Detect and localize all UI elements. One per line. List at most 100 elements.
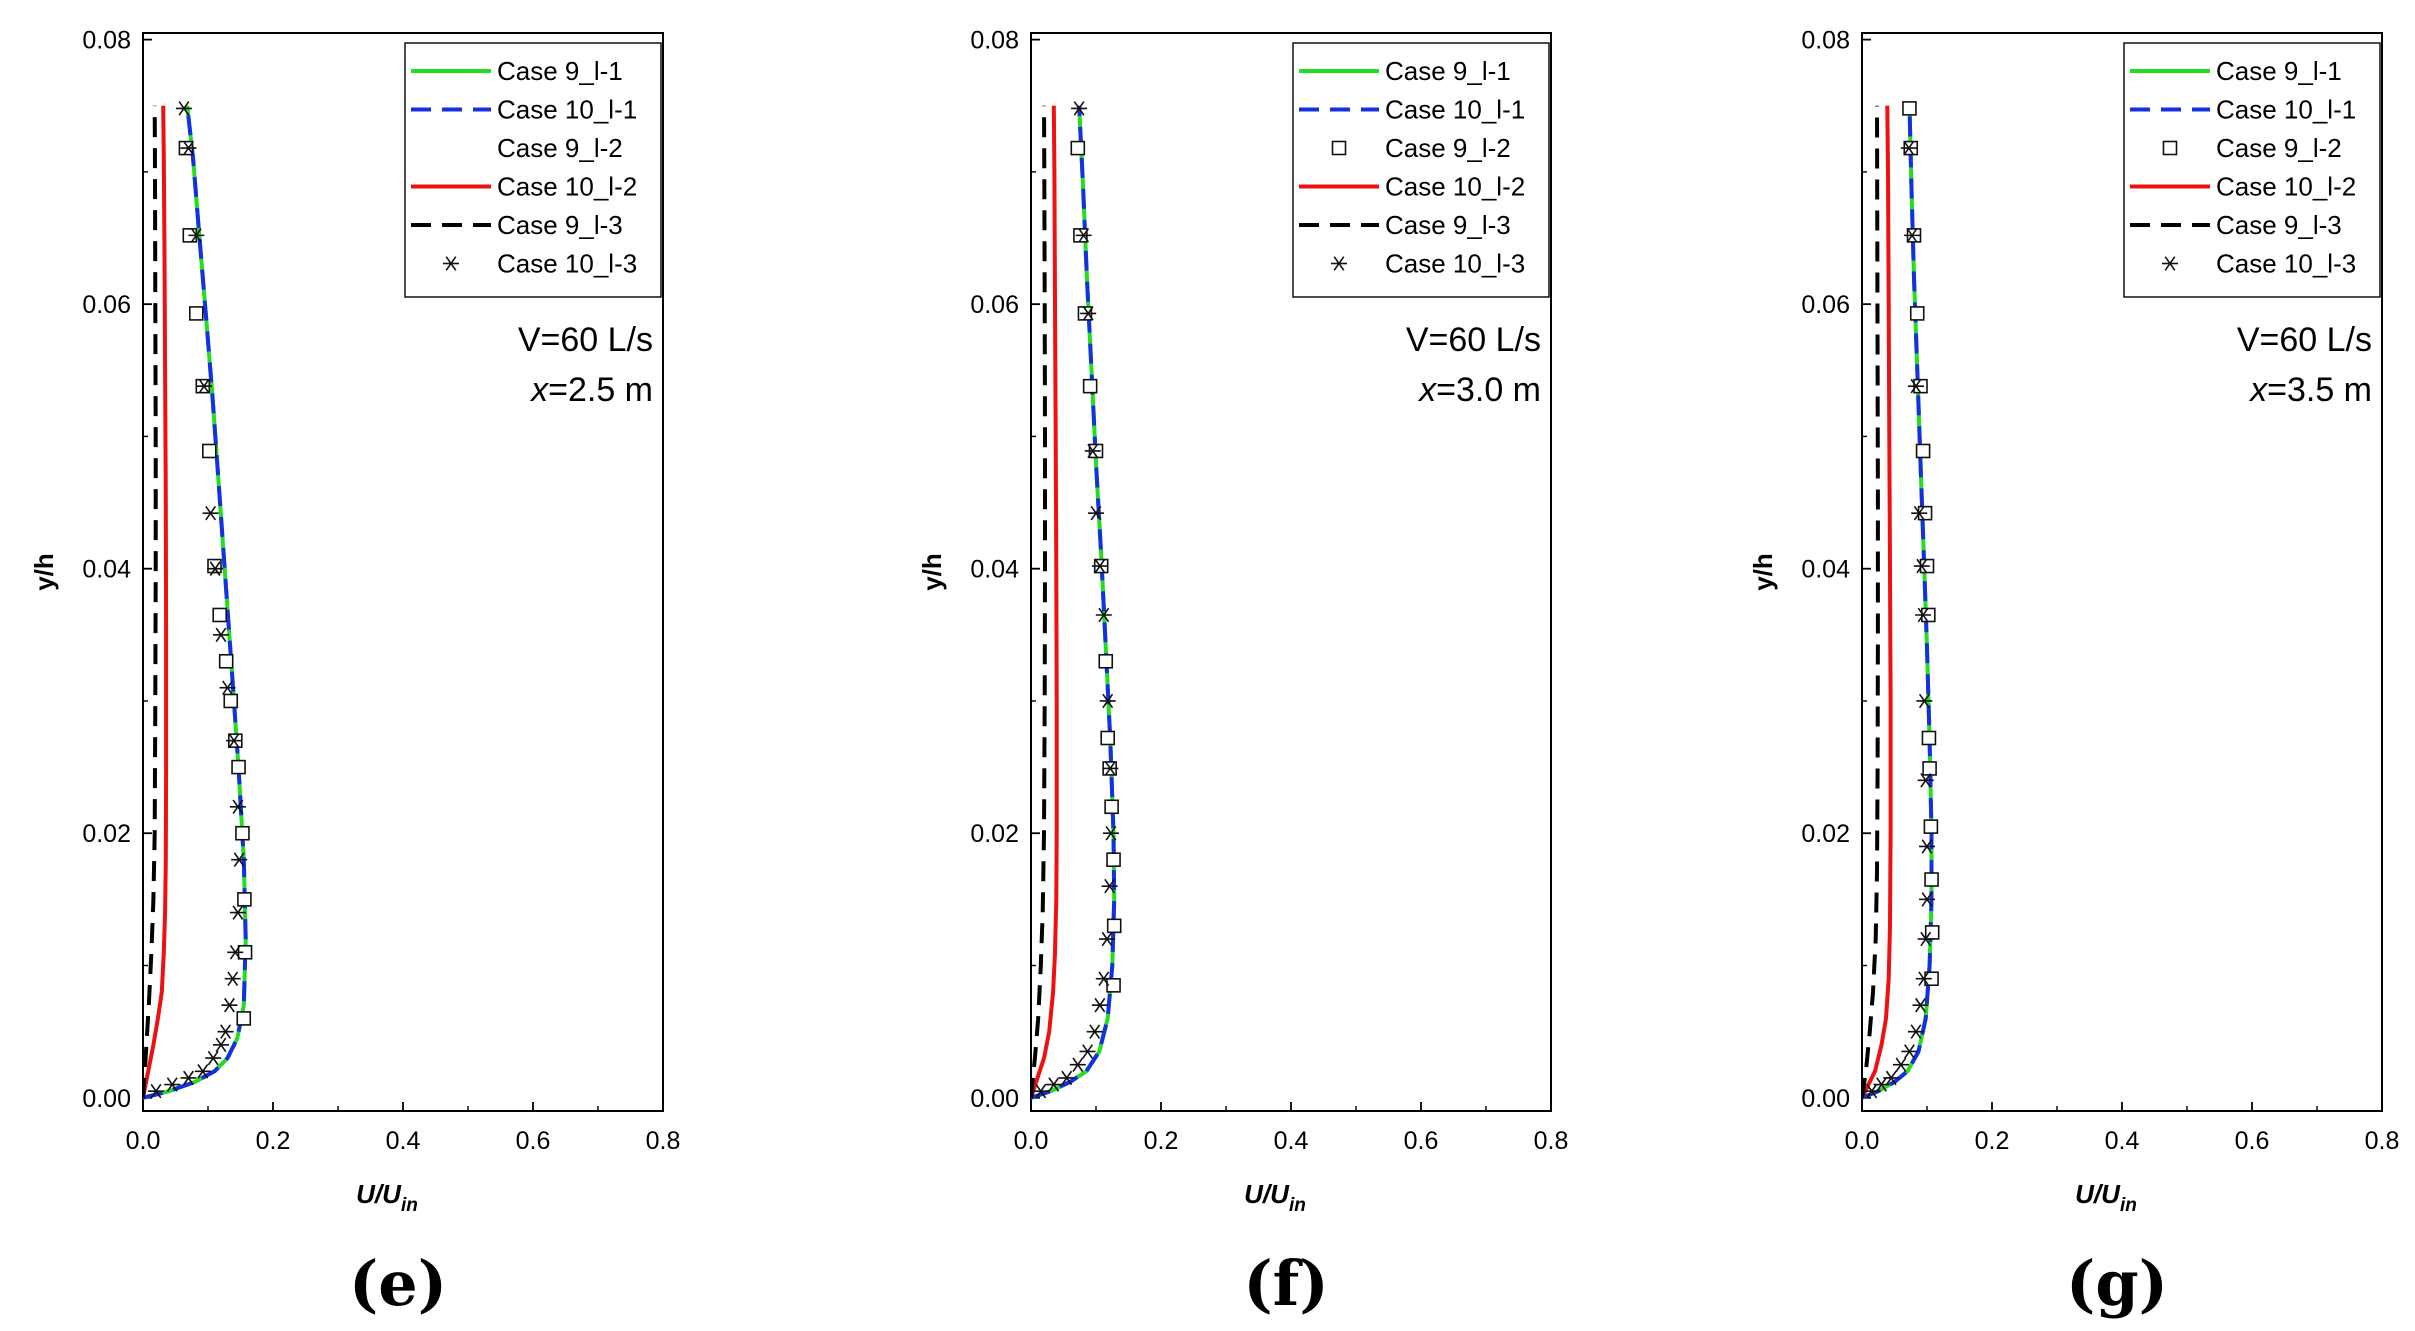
star-stroke xyxy=(198,378,210,394)
data-point-star xyxy=(1032,1083,1049,1099)
data-point-square xyxy=(1923,819,1939,834)
legend-box xyxy=(2123,42,2381,298)
x-tick-label: 0.8 xyxy=(1534,1127,1569,1155)
annotation-flow-rate: V=60 L/s xyxy=(1406,321,1541,359)
star-stroke xyxy=(1915,997,1926,1013)
data-point-star xyxy=(1088,505,1104,521)
star-stroke xyxy=(1048,1077,1060,1092)
data-point-star xyxy=(207,561,224,576)
data-point-star xyxy=(1917,931,1934,947)
star-stroke xyxy=(1101,931,1113,947)
annotation-x-symbol: x xyxy=(2248,371,2268,409)
panel-label: (f) xyxy=(1243,1247,1328,1320)
x-axis-label-sub: in xyxy=(1289,1195,1306,1216)
legend: Case 9_l-1 Case 10_l-1 Case 9_l-2 Case 10_l… xyxy=(1292,42,1550,298)
star-stroke xyxy=(1916,558,1928,574)
data-point-star xyxy=(231,852,248,867)
y-tick-label: 0.08 xyxy=(1801,27,1850,55)
data-point-star xyxy=(1095,607,1112,623)
data-point-star xyxy=(1907,1024,1924,1039)
star-stroke xyxy=(1090,505,1102,521)
star-stroke xyxy=(1078,228,1090,243)
data-point-star xyxy=(1916,693,1933,709)
y-tick-label: 0.00 xyxy=(1801,1085,1850,1113)
legend-entry: Case 10_l-2 xyxy=(411,172,637,202)
y-tick-label: 0.02 xyxy=(82,820,131,848)
data-point-star xyxy=(1917,773,1934,788)
data-point-star xyxy=(1071,101,1088,116)
data-point-star xyxy=(1893,1057,1909,1072)
legend-entry: Case 9_l-1 xyxy=(1299,56,1511,86)
legend-label: Case 10_l-2 xyxy=(2216,172,2356,202)
x-axis-label: U/Uin xyxy=(1244,1179,1306,1216)
legend-entry: Case 10_l-1 xyxy=(411,95,637,125)
x-tick-label: 0.6 xyxy=(1404,1127,1439,1155)
star-stroke xyxy=(1910,378,1922,394)
star-stroke xyxy=(233,852,245,867)
data-point-star xyxy=(202,505,219,521)
star-stroke xyxy=(1910,1024,1922,1039)
star-stroke xyxy=(1072,1057,1084,1072)
series-case-9-l-2-markers xyxy=(178,140,253,1026)
data-point-star xyxy=(1079,1044,1096,1059)
star-stroke xyxy=(1866,1083,1878,1099)
y-tick-label: 0.04 xyxy=(82,556,131,584)
star-stroke xyxy=(1102,693,1114,709)
data-point-square xyxy=(1922,761,1937,776)
data-point-star xyxy=(1091,997,1108,1013)
x-tick-label: 0.6 xyxy=(516,1127,551,1155)
chart-panel-f: 0.0 0.2 0.4 0.6 0.8 0.00 0.02 0.04 0.06 0.08 U/Uin… xyxy=(917,27,1568,1320)
x-tick-label: 0.6 xyxy=(2235,1127,2270,1155)
data-point-square xyxy=(1106,918,1122,934)
series-case-10-l-2-line xyxy=(1031,105,1059,1099)
legend-label: Case 10_l-3 xyxy=(2216,249,2356,279)
y-tick-label: 0.08 xyxy=(82,27,131,55)
star-stroke xyxy=(183,140,194,156)
legend-swatch-star xyxy=(1331,256,1347,271)
data-point-star xyxy=(219,680,236,695)
data-point-square xyxy=(231,759,246,775)
legend-label: Case 10_l-2 xyxy=(1385,172,1525,202)
plot-area xyxy=(1031,101,1122,1100)
x-axis-label-main: U/U xyxy=(356,1179,402,1209)
data-point-star xyxy=(180,140,197,156)
x-tick-label: 0.2 xyxy=(1144,1127,1179,1155)
x-tick-label: 0.0 xyxy=(126,1127,161,1155)
y-tick-label: 0.06 xyxy=(82,291,131,319)
annotation-x-symbol: x xyxy=(529,371,549,409)
legend: Case 9_l-1 Case 10_l-1 Case 9_l-2 Case 10_l… xyxy=(2123,42,2381,298)
data-point-star xyxy=(1058,1070,1075,1086)
star-stroke xyxy=(1921,839,1933,854)
data-point-square xyxy=(1902,101,1917,116)
star-stroke xyxy=(1105,825,1117,841)
data-point-square xyxy=(1100,730,1115,746)
star-stroke xyxy=(1073,101,1085,116)
legend-entry: Case 9_l-1 xyxy=(411,56,623,86)
data-point-star xyxy=(1102,761,1119,776)
annotation-position: x=3.5 m xyxy=(2248,371,2372,409)
data-point-square xyxy=(189,306,204,321)
y-tick-label: 0.06 xyxy=(1801,291,1850,319)
data-point-square xyxy=(1106,978,1121,993)
star-stroke xyxy=(1918,693,1930,709)
data-point-star xyxy=(1101,878,1118,894)
legend-label: Case 9_l-3 xyxy=(1385,210,1511,240)
series-case-10-l-1-line xyxy=(1862,105,1934,1100)
x-axis-label: U/Uin xyxy=(2075,1179,2137,1216)
star-stroke xyxy=(1895,1057,1907,1072)
legend-label: Case 10_l-1 xyxy=(1385,95,1525,125)
series-case-10-l-3-markers xyxy=(1032,101,1119,1099)
legend-entry: Case 9_l-3 xyxy=(1299,210,1511,240)
star-stroke xyxy=(1094,558,1106,574)
star-stroke xyxy=(1885,1070,1897,1086)
star-stroke xyxy=(1906,228,1918,243)
legend-entry: Case 10_l-3 xyxy=(443,249,637,279)
data-point-star xyxy=(1099,931,1116,947)
data-point-star xyxy=(1084,443,1101,459)
data-point-star xyxy=(229,905,246,920)
panel-label: (g) xyxy=(2066,1247,2168,1320)
data-point-star xyxy=(224,971,241,986)
data-point-star xyxy=(205,1050,222,1066)
legend-entry: Case 10_l-2 xyxy=(1299,172,1525,202)
